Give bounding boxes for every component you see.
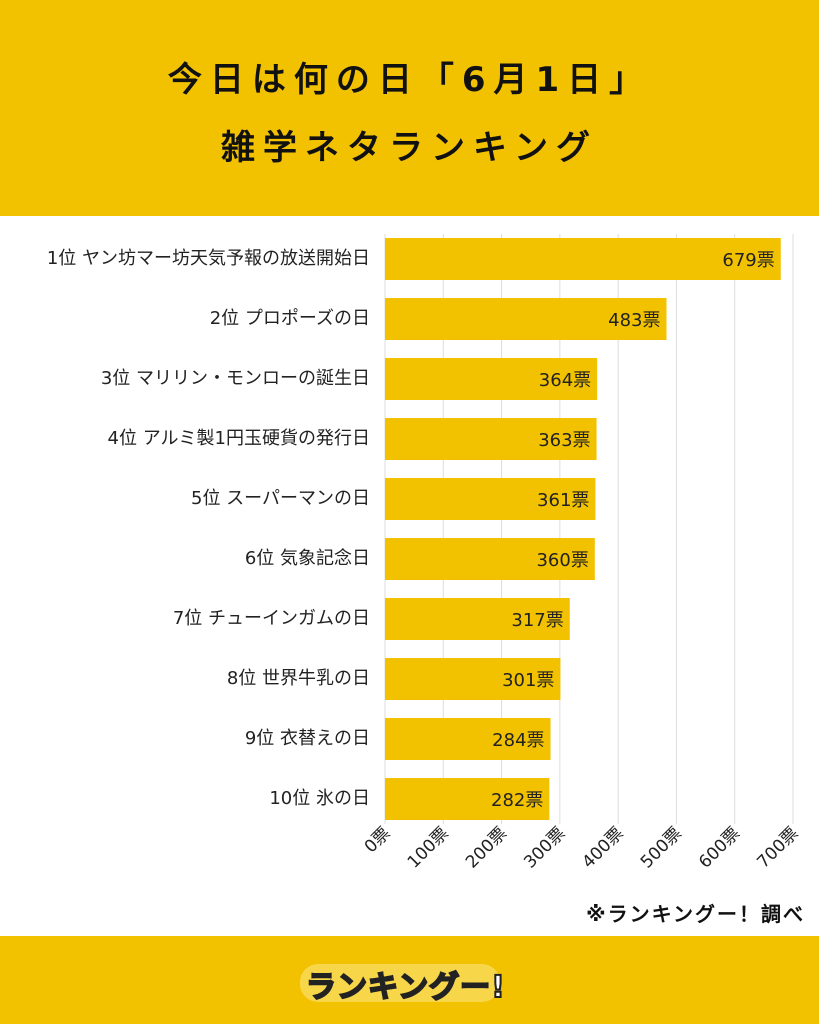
- category-label: 3位 マリリン・モンローの誕生日: [100, 368, 370, 389]
- bar: [385, 598, 570, 640]
- chart-panel: 1位 ヤン坊マー坊天気予報の放送開始日 2位 プロポーズの日 3位 マリリン・モンロ…: [0, 216, 819, 936]
- logo-text: ランキングー!: [305, 969, 506, 1006]
- category-label: 9位 衣替えの日: [244, 728, 370, 749]
- category-label: 10位 氷の日: [269, 788, 370, 809]
- bar-value-label: 364票: [539, 370, 591, 391]
- credit-text: ※ランキングー！調べ: [586, 902, 805, 926]
- x-tick-label: 0票: [361, 823, 395, 857]
- x-tick-label: 200票: [462, 823, 511, 872]
- bar-value-label: 284票: [492, 730, 544, 751]
- bar: [385, 718, 551, 760]
- x-tick-label: 600票: [695, 823, 744, 872]
- bar-value-label: 360票: [536, 550, 588, 571]
- bar: [385, 478, 596, 520]
- category-label: 6位 気象記念日: [244, 548, 370, 569]
- bar-value-label: 679票: [722, 250, 774, 271]
- bar: [385, 238, 781, 280]
- bar-chart: 0票 100票 200票 300票 400票 500票 600票 700票 679票 483票 36…: [361, 234, 803, 873]
- bar-value-label: 317票: [511, 610, 563, 631]
- x-tick-label: 500票: [637, 823, 686, 872]
- bar-value-label: 282票: [491, 790, 543, 811]
- bar: [385, 358, 598, 400]
- category-label: 5位 スーパーマンの日: [191, 488, 370, 509]
- bar-value-label: 363票: [538, 430, 590, 451]
- bar: [385, 418, 597, 460]
- title-line-1: 今日は何の日「6月1日」: [167, 60, 652, 100]
- bar-value-label: 301票: [502, 670, 554, 691]
- ranking-logo: ランキングー!: [300, 958, 520, 1006]
- bar: [385, 658, 561, 700]
- category-label: 1位 ヤン坊マー坊天気予報の放送開始日: [46, 248, 370, 269]
- x-tick-label: 100票: [404, 823, 453, 872]
- x-tick-label: 300票: [520, 823, 569, 872]
- bar-value-label: 483票: [608, 310, 660, 331]
- logo-icon: [300, 964, 500, 1002]
- x-tick-label: 400票: [579, 823, 628, 872]
- x-tick-label: 700票: [753, 823, 802, 872]
- bar: [385, 778, 550, 820]
- bar-value-label: 361票: [537, 490, 589, 511]
- title-line-2: 雑学ネタランキング: [221, 128, 598, 168]
- category-label: 7位 チューインガムの日: [172, 608, 370, 629]
- category-label: 8位 世界牛乳の日: [226, 668, 370, 689]
- bar: [385, 298, 667, 340]
- category-label: 2位 プロポーズの日: [209, 308, 370, 329]
- bar: [385, 538, 595, 580]
- category-label: 4位 アルミ製1円玉硬貨の発行日: [107, 428, 370, 449]
